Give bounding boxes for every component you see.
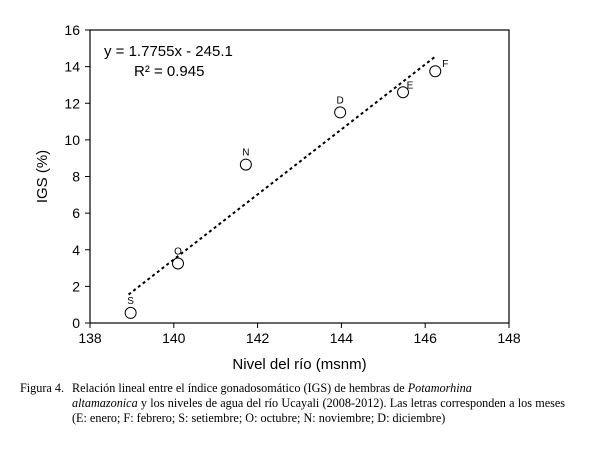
x-tick-label: 142 (246, 330, 270, 346)
point-label: F (442, 59, 448, 70)
y-tick-label: 8 (72, 169, 80, 185)
caption-text-end: y los niveles de agua del río Ucayali (2… (72, 396, 565, 425)
r-squared: R² = 0.945 (134, 63, 204, 80)
point-label: O (174, 246, 182, 257)
y-tick-label: 6 (72, 205, 80, 221)
y-tick-label: 14 (64, 59, 80, 75)
x-tick-label: 138 (78, 330, 102, 346)
y-tick-label: 12 (64, 95, 80, 111)
data-point (334, 106, 347, 119)
point-label: E (407, 80, 414, 91)
caption-species-epithet: altamazonica (72, 396, 138, 410)
x-tick-label: 144 (330, 330, 354, 346)
caption-species-genus: Potamorhina (407, 381, 472, 395)
scatter-chart: 138 140 142 144 146 148 0 2 4 6 8 10 12 14 16 Nivel del… (34, 22, 521, 373)
y-tick-label: 2 (72, 278, 80, 294)
data-point (396, 86, 409, 99)
caption-figure-label: Figura 4. (20, 381, 65, 395)
y-tick-label: 16 (64, 22, 80, 38)
point-label: S (127, 296, 134, 307)
x-tick-label: 148 (497, 330, 521, 346)
trendline (127, 55, 436, 296)
x-axis-title: Nivel del río (msnm) (232, 356, 366, 373)
x-tick-label: 146 (414, 330, 438, 346)
data-point (429, 65, 442, 78)
y-tick-label: 10 (64, 132, 80, 148)
y-axis-title: IGS (%) (34, 150, 51, 203)
x-tick-label: 140 (162, 330, 186, 346)
y-tick-label: 0 (72, 315, 80, 331)
point-label: N (242, 148, 249, 159)
data-point (239, 158, 252, 171)
caption-text-start: Relación lineal entre el índice gonadoso… (72, 381, 408, 395)
regression-equation: y = 1.7755x - 245.1 (104, 43, 233, 60)
data-point (171, 257, 184, 270)
y-tick-label: 4 (72, 242, 80, 258)
figure-caption: Figura 4. Relación lineal entre el índice… (20, 381, 565, 426)
point-label: D (337, 95, 344, 106)
data-point (124, 306, 137, 319)
